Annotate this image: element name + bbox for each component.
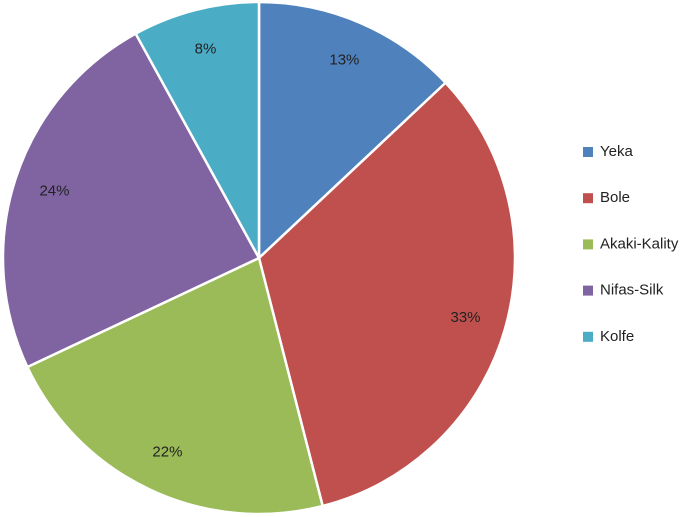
legend-swatch (583, 285, 593, 296)
pie-slice (257, 80, 517, 508)
pie-slice (133, 0, 261, 259)
legend-swatch (583, 193, 593, 204)
legend-label: Yeka (600, 143, 633, 160)
legend-label: Bole (600, 189, 630, 206)
legend-label: Kolfe (600, 328, 634, 345)
data-label: 22% (152, 444, 182, 461)
legend-swatch (583, 239, 593, 250)
data-label: 24% (39, 183, 69, 200)
data-label: 13% (329, 52, 359, 69)
pie-slice (257, 0, 448, 261)
data-label: 8% (195, 41, 217, 58)
data-label: 33% (450, 309, 480, 326)
legend-label: Akaki-Kality (600, 235, 679, 252)
legend-label: Nifas-Silk (600, 282, 664, 299)
legend-swatch (583, 331, 593, 342)
legend-swatch (583, 147, 593, 157)
pie-slice (25, 256, 325, 516)
pie-slice (1, 31, 261, 369)
